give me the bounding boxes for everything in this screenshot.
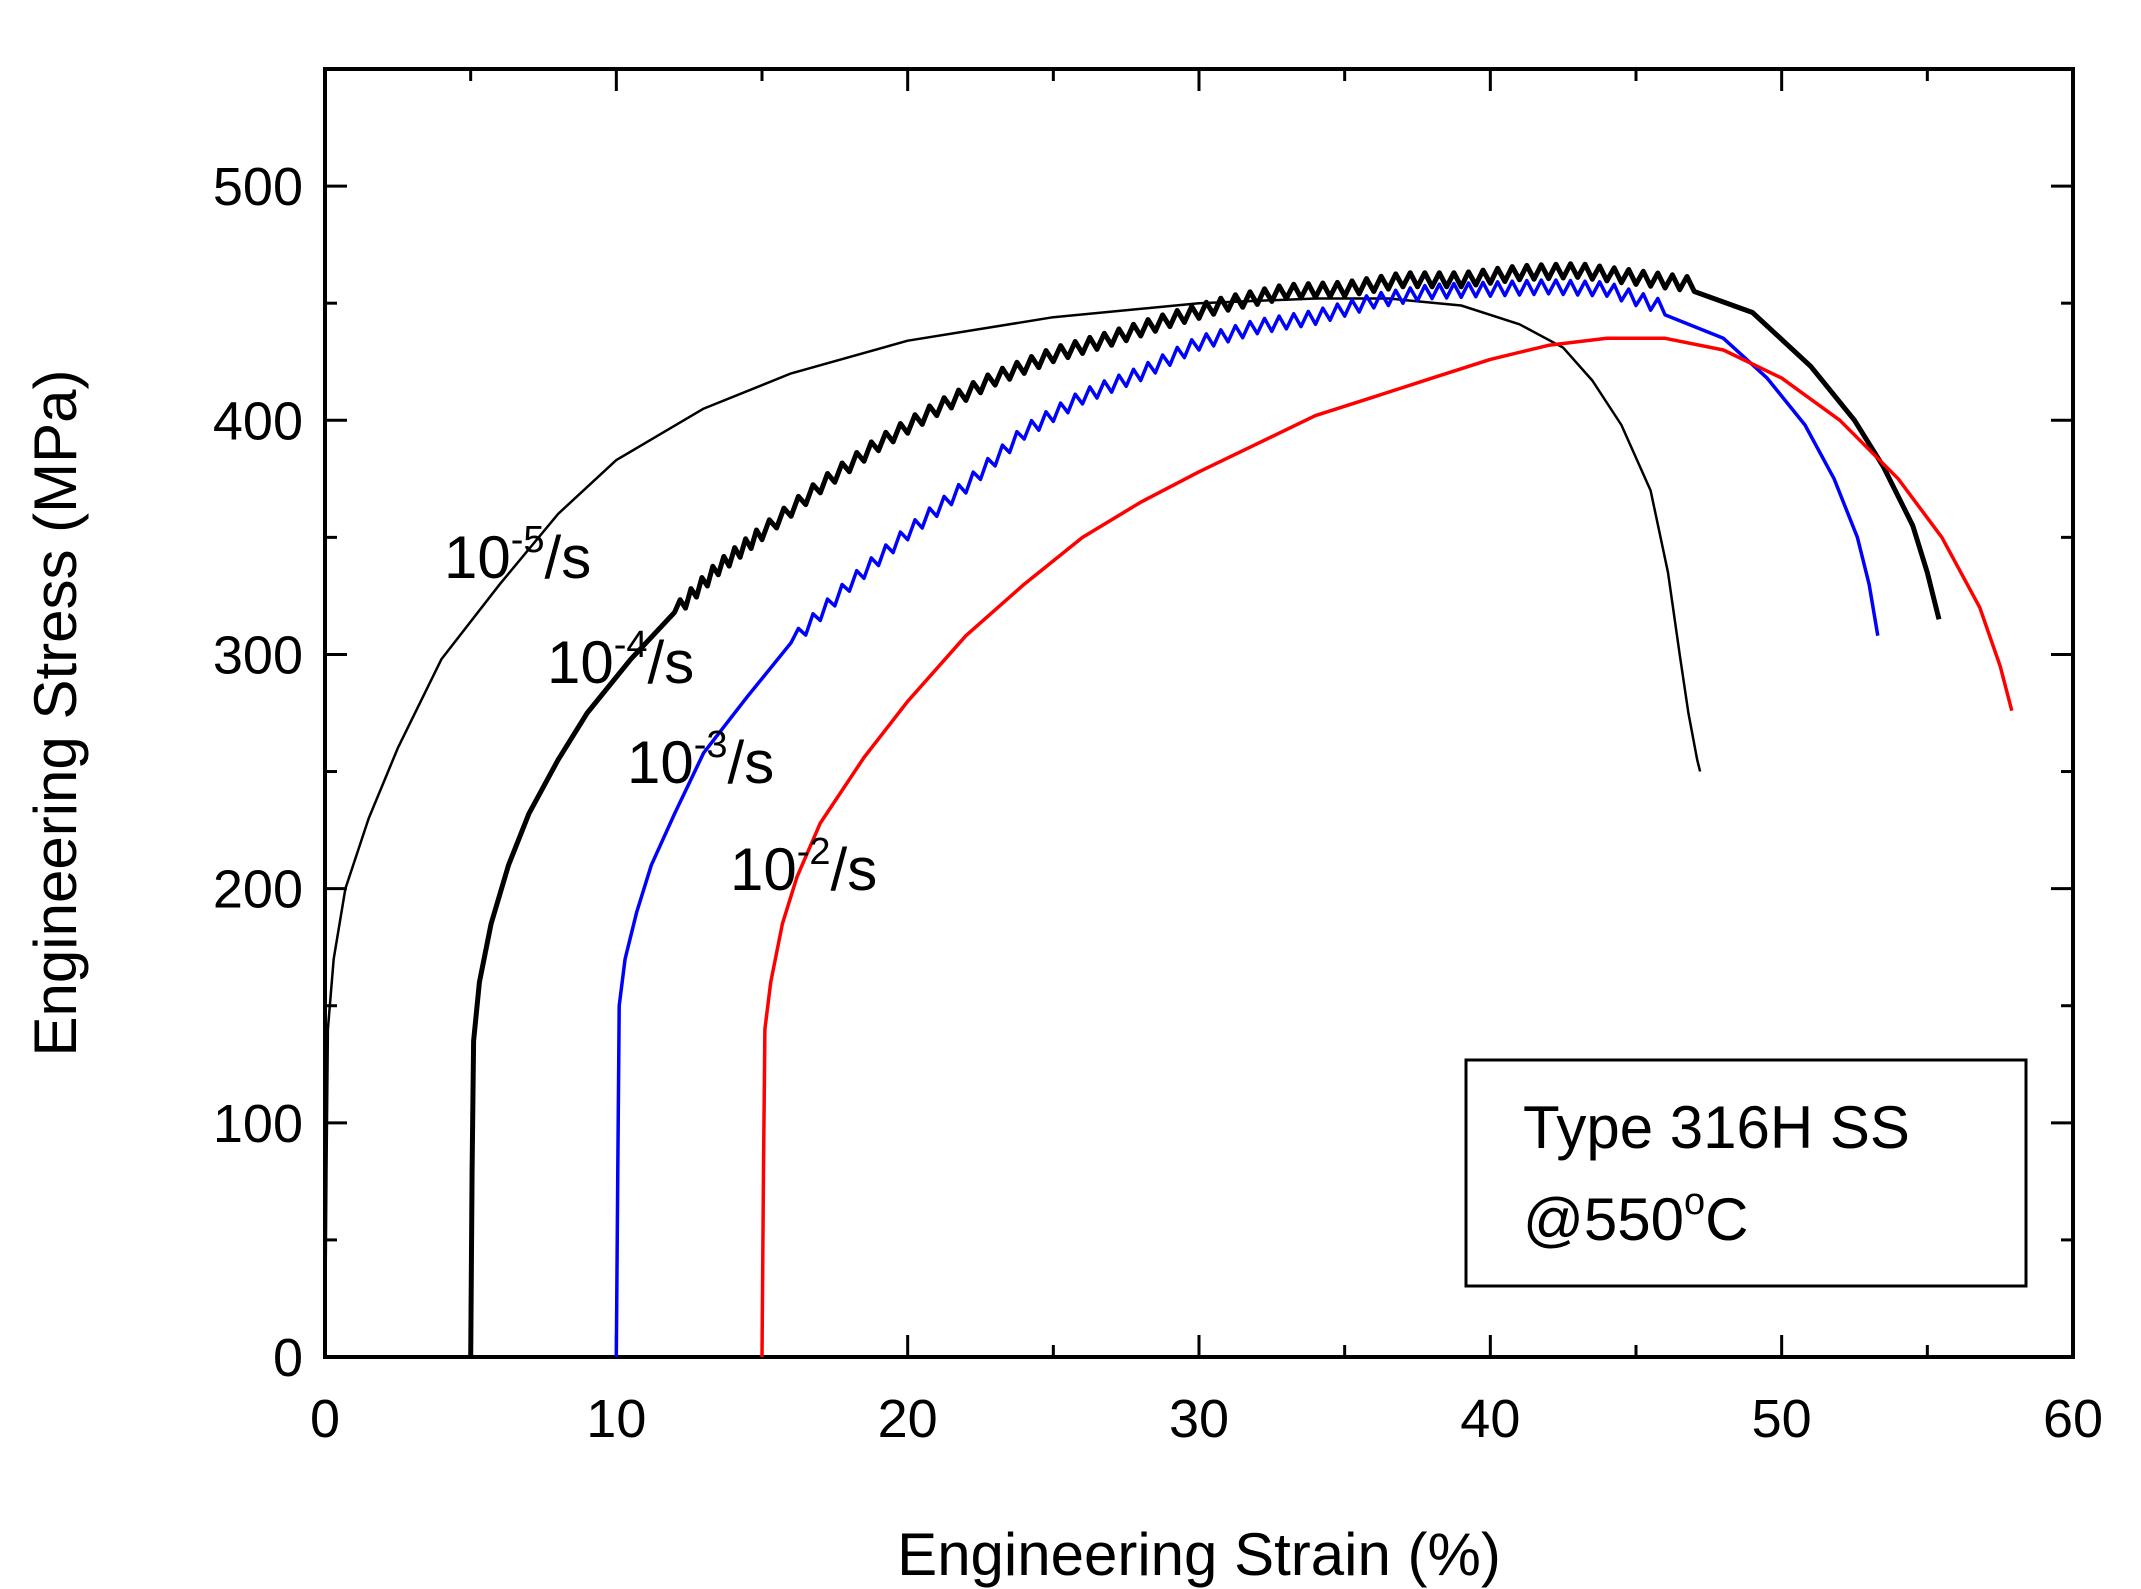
y-tick-label: 400 <box>213 391 303 451</box>
x-tick-label: 10 <box>586 1389 646 1449</box>
y-tick-label: 0 <box>273 1328 303 1388</box>
curve--5 <box>323 297 1702 1358</box>
y-axis-title: Engineering Stress (MPa) <box>22 370 89 1057</box>
x-tick-label: 40 <box>1460 1389 1520 1449</box>
x-tick-label: 30 <box>1169 1389 1229 1449</box>
y-tick-label: 100 <box>213 1094 303 1154</box>
x-tick-label: 50 <box>1752 1389 1812 1449</box>
legend: Type 316H SS @550oC <box>1464 1058 2028 1288</box>
x-tick-label: 0 <box>310 1389 340 1449</box>
x-tick-label: 20 <box>878 1389 938 1449</box>
y-tick-label: 200 <box>213 860 303 920</box>
rate-label-1e-5: 10-5/s <box>444 519 591 591</box>
curve--2 <box>760 336 2014 1358</box>
y-tick-label: 500 <box>213 157 303 217</box>
legend-box <box>1464 1058 2028 1288</box>
x-axis-title: Engineering Strain (%) <box>897 1521 1501 1588</box>
axis-tick-labels: 0 10 20 30 40 50 60 0 100 200 300 400 500 <box>213 157 2103 1449</box>
rate-label-1e-3: 10-3/s <box>627 724 774 796</box>
rate-label-1e-2: 10-2/s <box>730 831 877 903</box>
curve--3 <box>614 278 1880 1358</box>
rate-label-1e-4: 10-4/s <box>547 624 694 696</box>
x-tick-label: 60 <box>2043 1389 2103 1449</box>
curves <box>323 261 2014 1358</box>
axis-ticks <box>323 69 2075 1359</box>
legend-material: Type 316H SS <box>1523 1094 1910 1161</box>
y-tick-label: 300 <box>213 625 303 685</box>
legend-temperature: @550oC <box>1523 1181 1749 1253</box>
curve--4 <box>468 261 1942 1358</box>
